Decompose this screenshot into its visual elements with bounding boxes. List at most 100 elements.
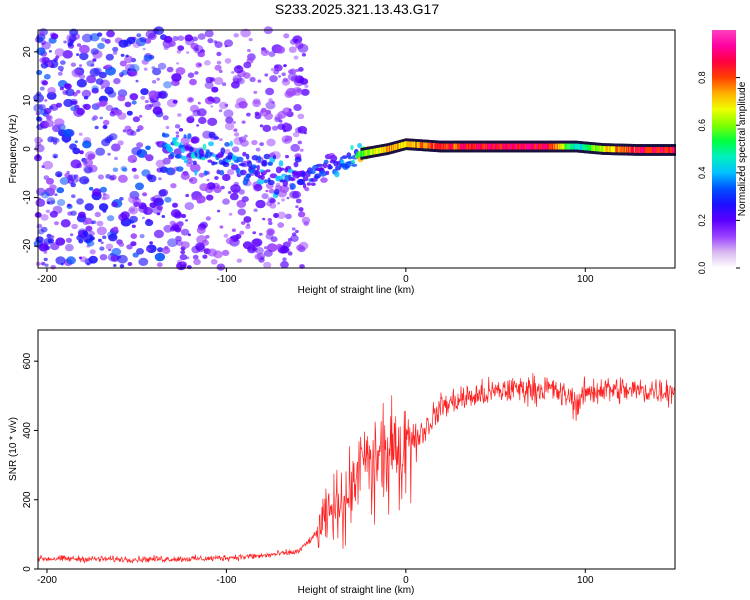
signal-band <box>441 143 443 150</box>
signal-band <box>440 143 442 150</box>
signal-band <box>495 143 497 150</box>
x-tick-label: -100 <box>216 274 236 285</box>
y-tick-label: 200 <box>22 491 33 508</box>
signal-band <box>634 147 637 153</box>
noise-blob <box>225 237 234 245</box>
signal-band <box>522 143 525 150</box>
signal-band <box>530 143 532 150</box>
noise-blob <box>163 35 173 44</box>
noise-blob <box>162 115 169 121</box>
noise-blob <box>297 211 306 218</box>
signal-blob <box>288 177 295 181</box>
noise-blob <box>41 41 51 50</box>
noise-blob <box>97 174 104 180</box>
noise-blob <box>40 261 46 266</box>
noise-blob <box>63 40 67 44</box>
noise-blob <box>140 95 146 100</box>
noise-blob <box>127 262 133 266</box>
signal-band <box>452 143 455 150</box>
noise-blob <box>139 234 145 239</box>
signal-band <box>481 143 484 150</box>
noise-blob <box>82 230 89 236</box>
y-tick-label: 0 <box>22 146 33 152</box>
noise-blob <box>177 113 182 117</box>
noise-blob <box>54 48 65 57</box>
signal-band <box>564 143 567 150</box>
signal-band <box>407 141 410 148</box>
noise-blob <box>98 203 109 211</box>
noise-blob <box>73 108 84 117</box>
noise-blob <box>110 254 120 262</box>
noise-blob <box>42 160 54 170</box>
noise-blob <box>269 198 276 204</box>
noise-blob <box>122 167 128 172</box>
noise-blob <box>96 32 103 37</box>
signal-band <box>491 143 493 150</box>
noise-blob <box>71 68 83 78</box>
signal-band <box>579 144 581 150</box>
noise-blob <box>59 177 70 185</box>
signal-band <box>496 143 499 150</box>
signal-band <box>388 145 390 152</box>
signal-band <box>510 143 512 150</box>
signal-blob <box>262 159 268 167</box>
signal-band <box>370 149 372 155</box>
signal-band <box>556 143 559 150</box>
signal-band <box>463 143 466 150</box>
noise-blob <box>304 84 309 89</box>
y-tick-label: 10 <box>22 94 33 106</box>
signal-blob <box>272 154 277 160</box>
signal-band <box>560 143 563 150</box>
signal-band <box>593 145 596 152</box>
noise-blob <box>220 185 225 190</box>
signal-band <box>572 143 574 150</box>
signal-band <box>503 143 506 150</box>
signal-band <box>622 146 624 153</box>
noise-blob <box>136 248 144 255</box>
signal-band <box>541 143 544 150</box>
noise-blob <box>90 48 99 55</box>
noise-blob <box>222 173 231 182</box>
noise-blob <box>296 244 304 251</box>
noise-blob <box>178 128 184 132</box>
noise-blob <box>99 254 108 261</box>
noise-blob <box>112 46 119 52</box>
noise-blob <box>96 220 104 227</box>
noise-blob <box>175 67 186 76</box>
noise-blob <box>117 254 128 264</box>
signal-band <box>424 142 426 149</box>
snr-panel: -200 -100 0 100 0 200 400 600 Height of straig… <box>8 329 676 596</box>
signal-blob <box>201 156 206 161</box>
noise-blob <box>79 64 83 67</box>
noise-blob <box>125 54 129 58</box>
noise-blob <box>85 225 93 232</box>
signal-band <box>673 147 676 153</box>
noise-blob <box>277 222 285 228</box>
noise-blob <box>65 237 72 243</box>
top-y-axis-label: Frequency (Hz) <box>8 115 19 184</box>
noise-blob <box>163 45 169 51</box>
noise-blob <box>145 247 151 252</box>
noise-blob <box>155 141 160 145</box>
noise-blob <box>268 221 273 225</box>
noise-blob <box>217 209 221 213</box>
noise-blob <box>119 196 124 201</box>
signal-band <box>504 143 507 150</box>
signal-band <box>617 146 620 153</box>
signal-band <box>608 146 611 153</box>
noise-blob <box>55 256 66 265</box>
noise-blob <box>287 72 298 81</box>
noise-blob <box>40 62 49 69</box>
noise-blob <box>187 72 195 78</box>
signal-band <box>662 147 665 153</box>
noise-blob <box>255 147 261 152</box>
signal-band <box>529 143 531 150</box>
noise-blob <box>185 37 195 46</box>
signal-band <box>617 146 619 153</box>
signal-band <box>573 143 576 150</box>
noise-blob <box>150 196 156 202</box>
signal-band <box>360 150 362 157</box>
noise-blob <box>129 93 139 101</box>
noise-blob <box>157 62 167 70</box>
